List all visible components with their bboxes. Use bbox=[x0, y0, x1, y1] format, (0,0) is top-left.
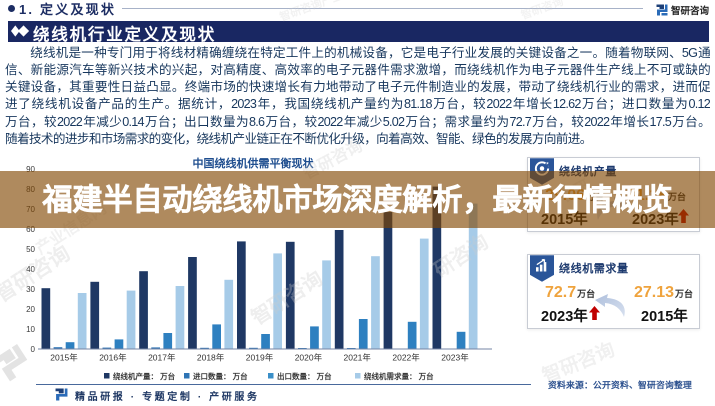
svg-text:2022年: 2022年 bbox=[392, 353, 420, 363]
svg-text:出口数量： 万台: 出口数量： 万台 bbox=[277, 371, 332, 381]
svg-text:2016年: 2016年 bbox=[99, 353, 127, 363]
svg-text:10: 10 bbox=[26, 325, 35, 334]
svg-text:中国绕线机供需平衡现状: 中国绕线机供需平衡现状 bbox=[193, 156, 315, 170]
svg-text:2021年: 2021年 bbox=[343, 353, 371, 363]
svg-text:2023年: 2023年 bbox=[441, 353, 469, 363]
svg-text:进口数量： 万台: 进口数量： 万台 bbox=[193, 371, 248, 381]
svg-text:智研咨询: 智研咨询 bbox=[671, 5, 710, 16]
svg-text:2017年: 2017年 bbox=[148, 353, 176, 363]
svg-text:2019年: 2019年 bbox=[246, 353, 274, 363]
svg-text:2018年: 2018年 bbox=[197, 353, 225, 363]
svg-text:绕线机需求量： 万台: 绕线机需求量： 万台 bbox=[364, 371, 434, 381]
svg-text:20: 20 bbox=[26, 305, 35, 314]
svg-text:2020年: 2020年 bbox=[295, 353, 323, 363]
svg-text:0: 0 bbox=[31, 345, 36, 354]
svg-text:绕线机产量： 万台: 绕线机产量： 万台 bbox=[113, 371, 176, 381]
svg-text:2015年: 2015年 bbox=[50, 353, 78, 363]
